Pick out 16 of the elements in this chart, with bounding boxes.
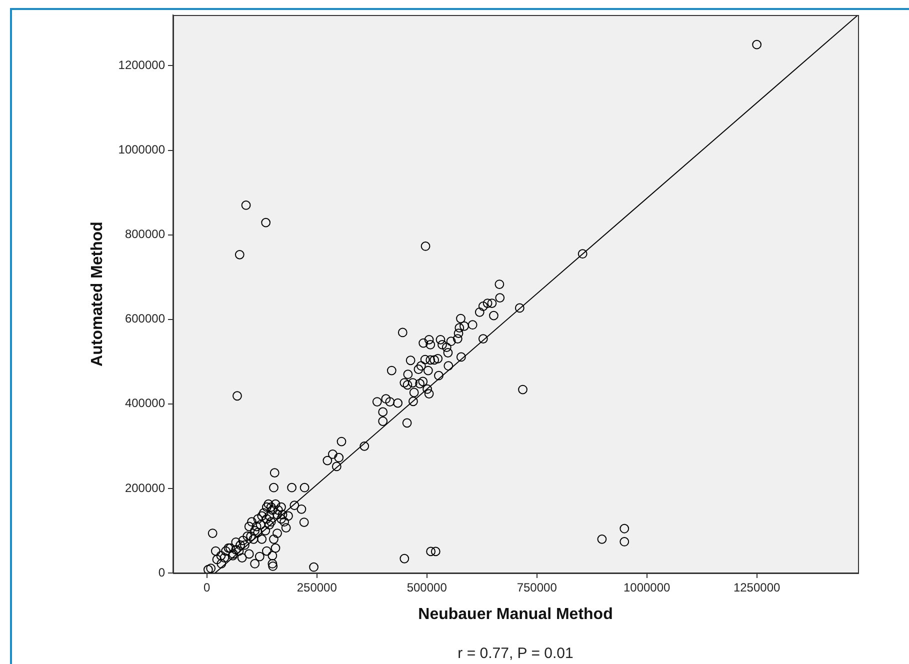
x-tick-label: 1000000 bbox=[623, 580, 671, 595]
y-tick-label: 800000 bbox=[124, 227, 166, 242]
y-tick-label: 1000000 bbox=[118, 142, 166, 157]
y-axis-title: Automated Method bbox=[89, 222, 106, 366]
y-tick-label: 1200000 bbox=[118, 58, 166, 72]
y-tick-label: 200000 bbox=[124, 480, 166, 495]
x-axis-title: Neubauer Manual Method bbox=[418, 606, 613, 623]
text: r = 0.77, P = 0.01 bbox=[458, 645, 574, 662]
x-tick-label: 750000 bbox=[516, 580, 558, 595]
x-tick-label: 1250000 bbox=[733, 580, 780, 595]
y-tick-label: 400000 bbox=[124, 396, 166, 410]
x-tick-label: 0 bbox=[204, 580, 211, 595]
x-tick-label: 500000 bbox=[406, 580, 448, 595]
y-tick-label: 0 bbox=[158, 565, 166, 580]
y-tick-label: 600000 bbox=[124, 312, 166, 326]
x-tick-label: 250000 bbox=[296, 580, 338, 595]
